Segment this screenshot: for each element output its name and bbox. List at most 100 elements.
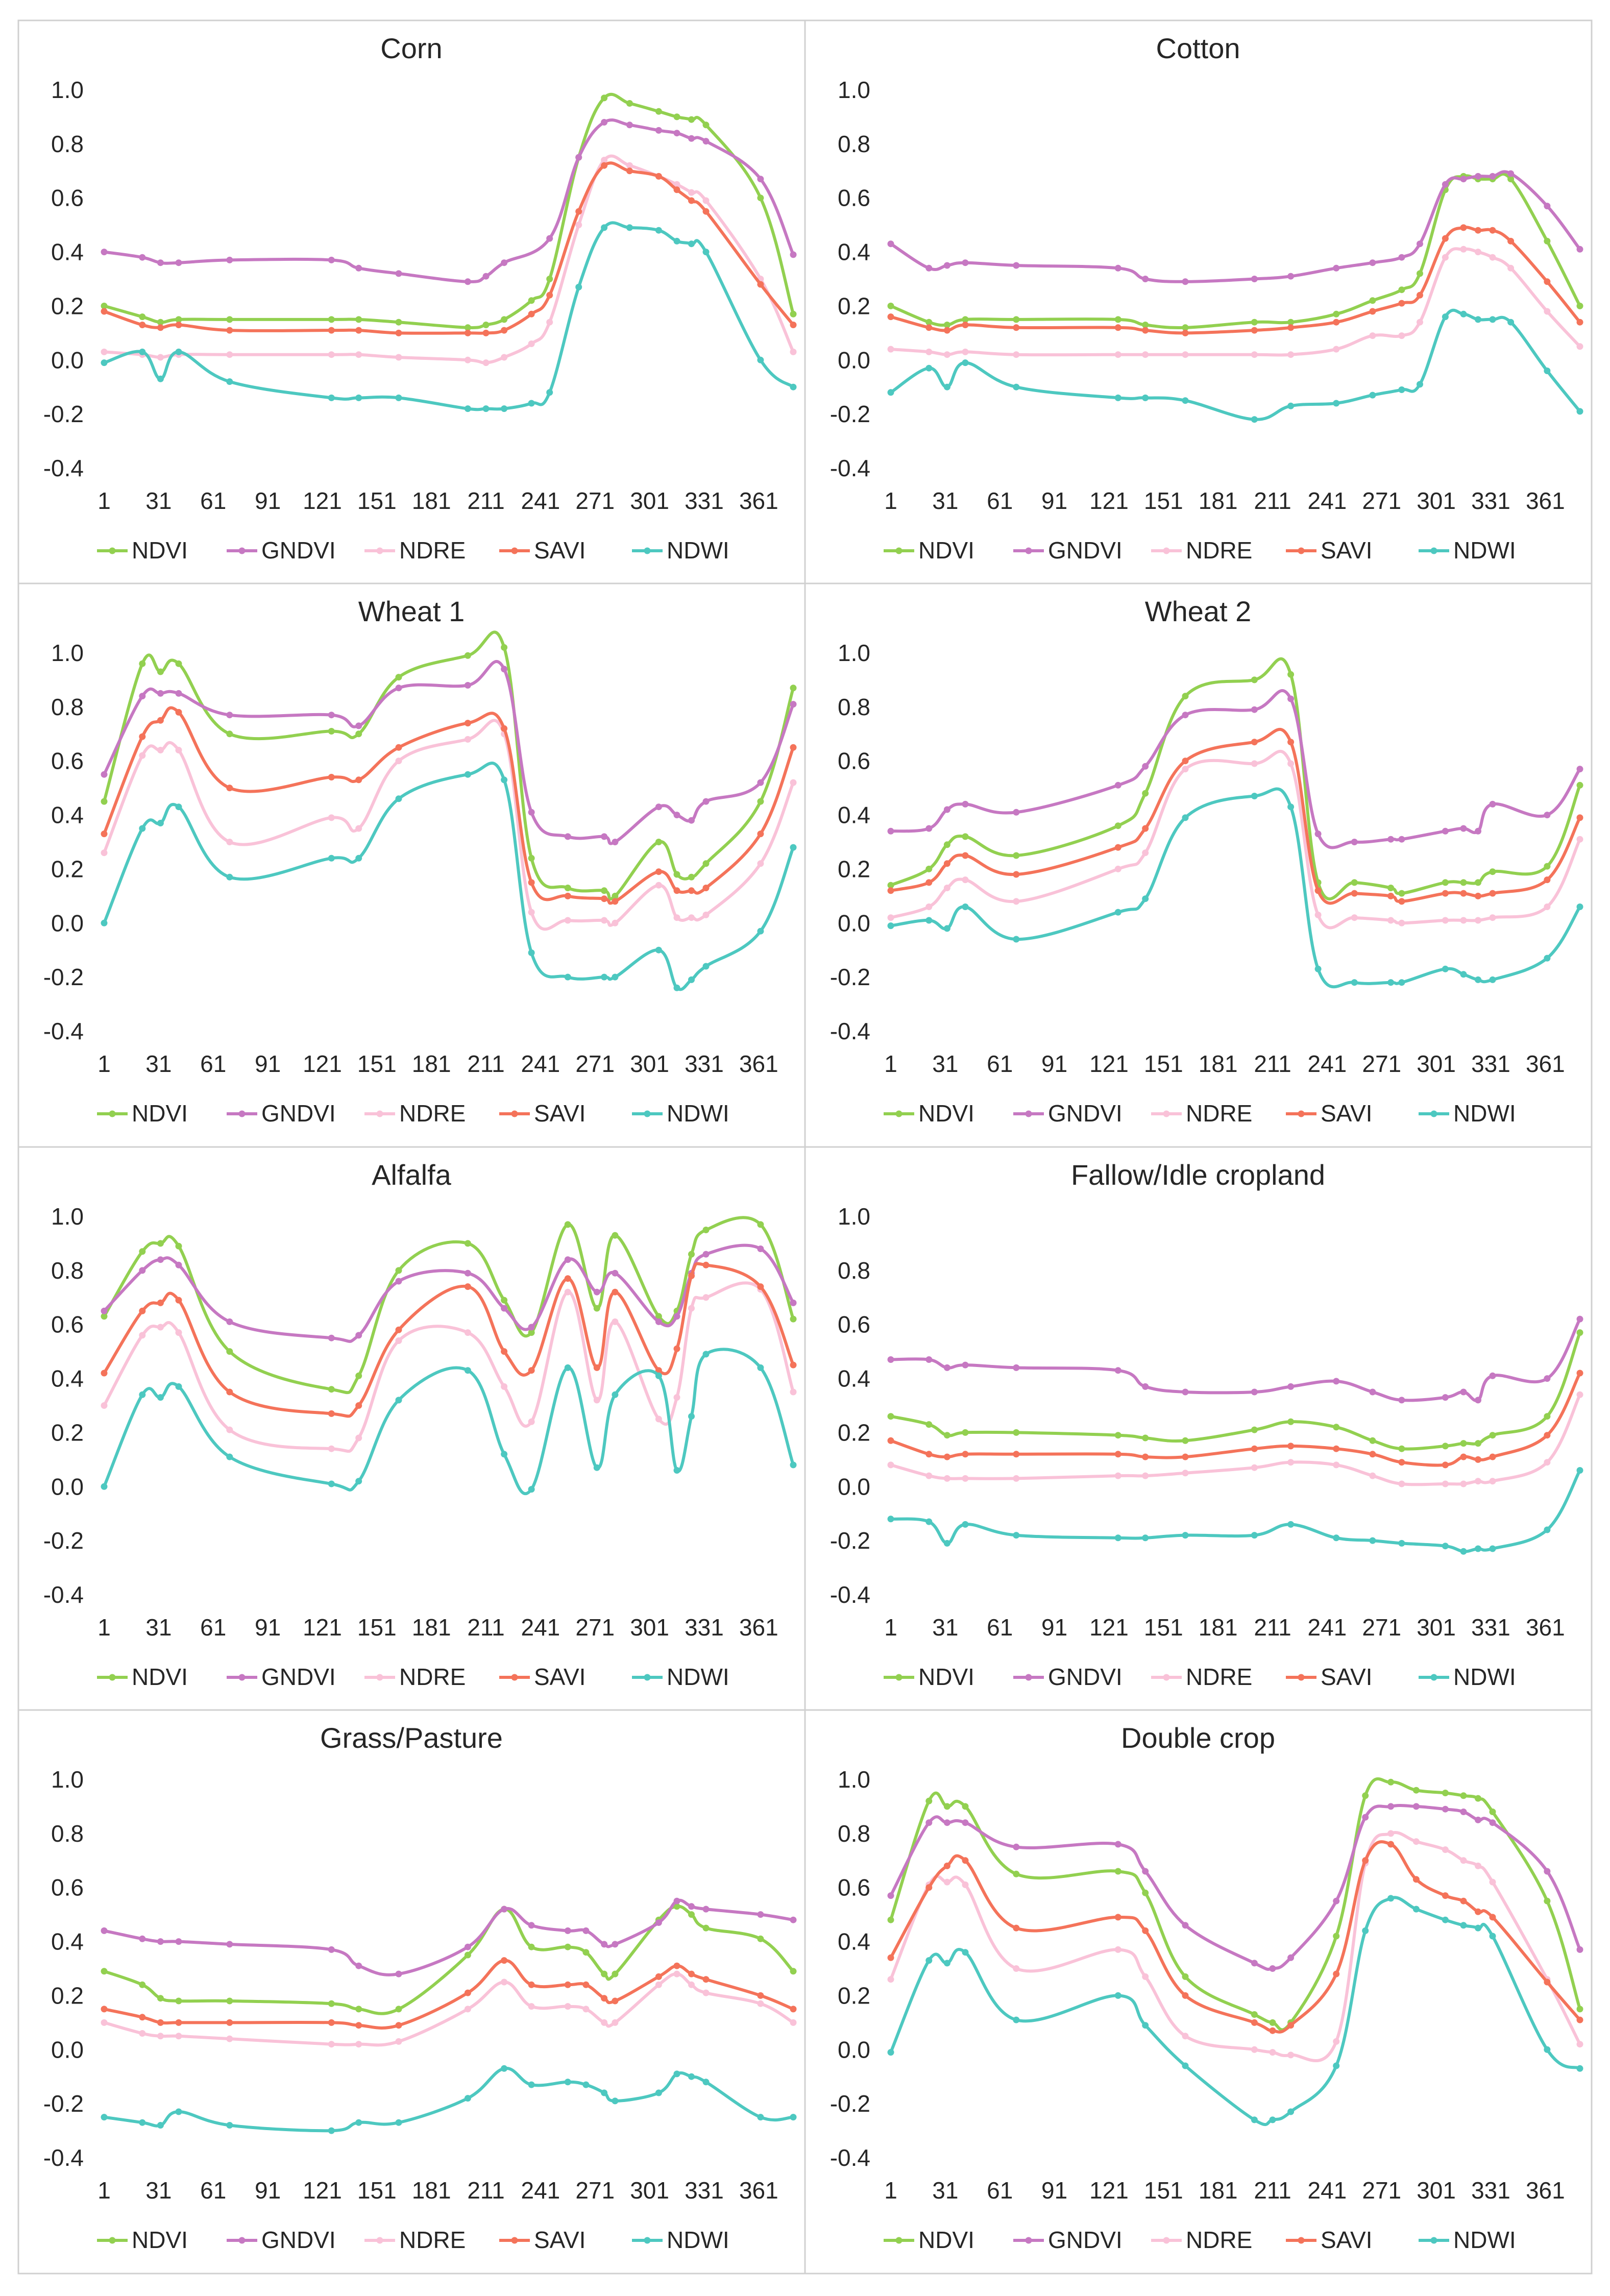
data-point	[1460, 224, 1467, 231]
data-point	[612, 2019, 619, 2026]
data-point	[1489, 1819, 1496, 1826]
data-point	[1287, 324, 1295, 331]
data-point	[1362, 1814, 1369, 1821]
data-point	[328, 712, 335, 719]
data-point	[1251, 2046, 1258, 2053]
y-tick-label: 0.4	[838, 239, 870, 265]
data-point	[688, 1911, 695, 1918]
data-point	[790, 1315, 797, 1323]
series-line	[889, 1317, 1581, 1402]
x-tick-label: 61	[200, 1051, 226, 1077]
data-point	[1182, 1922, 1189, 1929]
data-point	[1417, 240, 1423, 248]
legend-label: GNDVI	[261, 1664, 336, 1690]
data-point	[943, 1819, 950, 1826]
legend-label: GNDVI	[1048, 1664, 1123, 1690]
data-point	[1442, 1790, 1449, 1796]
legend-marker	[1025, 2237, 1032, 2244]
data-point	[355, 394, 362, 401]
data-point	[355, 776, 362, 784]
legend-label: NDVI	[918, 1664, 974, 1690]
data-point	[1387, 1895, 1395, 1902]
data-point	[1576, 814, 1583, 821]
data-point	[1182, 2062, 1189, 2069]
legend-marker	[1430, 2237, 1437, 2244]
data-point	[790, 2019, 797, 2026]
x-tick-label: 61	[987, 1051, 1013, 1077]
data-point	[1475, 316, 1481, 323]
series-ndwi	[887, 1467, 1583, 1555]
data-point	[1013, 1475, 1020, 1482]
data-point	[1417, 270, 1423, 277]
legend-item-ndre: NDRE	[1151, 2227, 1252, 2253]
data-point	[688, 2073, 695, 2080]
x-tick-label: 361	[1526, 1051, 1565, 1077]
data-point	[962, 1475, 969, 1482]
x-tick-label: 301	[630, 1614, 669, 1641]
data-point	[673, 1897, 680, 1904]
data-point	[1369, 259, 1376, 266]
data-point	[328, 2019, 335, 2026]
data-point	[1333, 1897, 1340, 1904]
data-point	[175, 1329, 182, 1336]
legend-item-ndvi: NDVI	[884, 2227, 974, 2253]
x-tick-label: 91	[1041, 487, 1067, 514]
data-point	[1114, 1367, 1121, 1374]
series-gndvi	[887, 1315, 1583, 1404]
series-line	[103, 1959, 795, 2030]
data-point	[1142, 327, 1149, 334]
chart-wheat-1: Wheat 1 1.0 0.8 0.6 0.4 0.2 0.0 -0.2 -0.4 1 31 61 91…	[43, 595, 797, 1127]
data-point	[962, 1949, 969, 1956]
data-point	[1269, 2049, 1276, 2056]
data-point	[1489, 254, 1496, 261]
data-point	[626, 100, 633, 107]
data-point	[612, 892, 619, 899]
data-point	[601, 887, 608, 894]
data-point	[1489, 173, 1496, 180]
data-point	[887, 1356, 894, 1363]
data-point	[943, 1540, 950, 1547]
data-point	[101, 1927, 108, 1934]
legend: NDVI GNDVI NDRE SAVI NDWI	[884, 2227, 1516, 2253]
data-point	[1489, 890, 1496, 897]
data-point	[1544, 203, 1551, 210]
data-point	[790, 1299, 797, 1306]
data-point	[601, 917, 608, 924]
series-line	[103, 1898, 795, 1976]
y-tick-label: -0.2	[830, 2090, 870, 2117]
data-point	[655, 1415, 662, 1423]
data-point	[101, 348, 108, 355]
data-point	[1544, 237, 1551, 245]
y-tick-label: 0.0	[51, 2036, 84, 2063]
data-point	[1387, 836, 1395, 843]
data-point	[226, 378, 233, 385]
data-point	[582, 2081, 590, 2088]
x-tick-label: 181	[1199, 1614, 1238, 1641]
data-point	[655, 946, 662, 954]
data-point	[1182, 814, 1189, 821]
data-point	[1251, 2019, 1258, 2026]
legend-item-savi: SAVI	[1286, 2227, 1372, 2253]
data-point	[101, 1307, 108, 1314]
data-point	[1013, 351, 1020, 358]
x-tick-label: 31	[145, 1614, 172, 1641]
x-tick-label: 241	[1308, 487, 1347, 514]
data-point	[925, 324, 933, 331]
data-point	[395, 2006, 402, 2013]
legend-item-ndvi: NDVI	[884, 1664, 974, 1690]
data-point	[962, 359, 969, 367]
data-point	[688, 189, 695, 196]
series-savi	[887, 224, 1583, 336]
data-point	[1398, 890, 1405, 897]
data-point	[1013, 852, 1020, 859]
data-point	[1351, 914, 1358, 921]
legend-item-ndvi: NDVI	[97, 1100, 188, 1127]
data-point	[1398, 300, 1405, 307]
data-point	[1412, 1787, 1420, 1794]
data-point	[925, 1451, 933, 1458]
data-point	[575, 283, 582, 290]
chart-alfalfa: Alfalfa 1.0 0.8 0.6 0.4 0.2 0.0 -0.2 -0.4 1 31 61 91…	[43, 1159, 797, 1690]
data-point	[1314, 887, 1322, 894]
chart-title: Alfalfa	[372, 1159, 451, 1191]
data-point	[1475, 1924, 1481, 1932]
